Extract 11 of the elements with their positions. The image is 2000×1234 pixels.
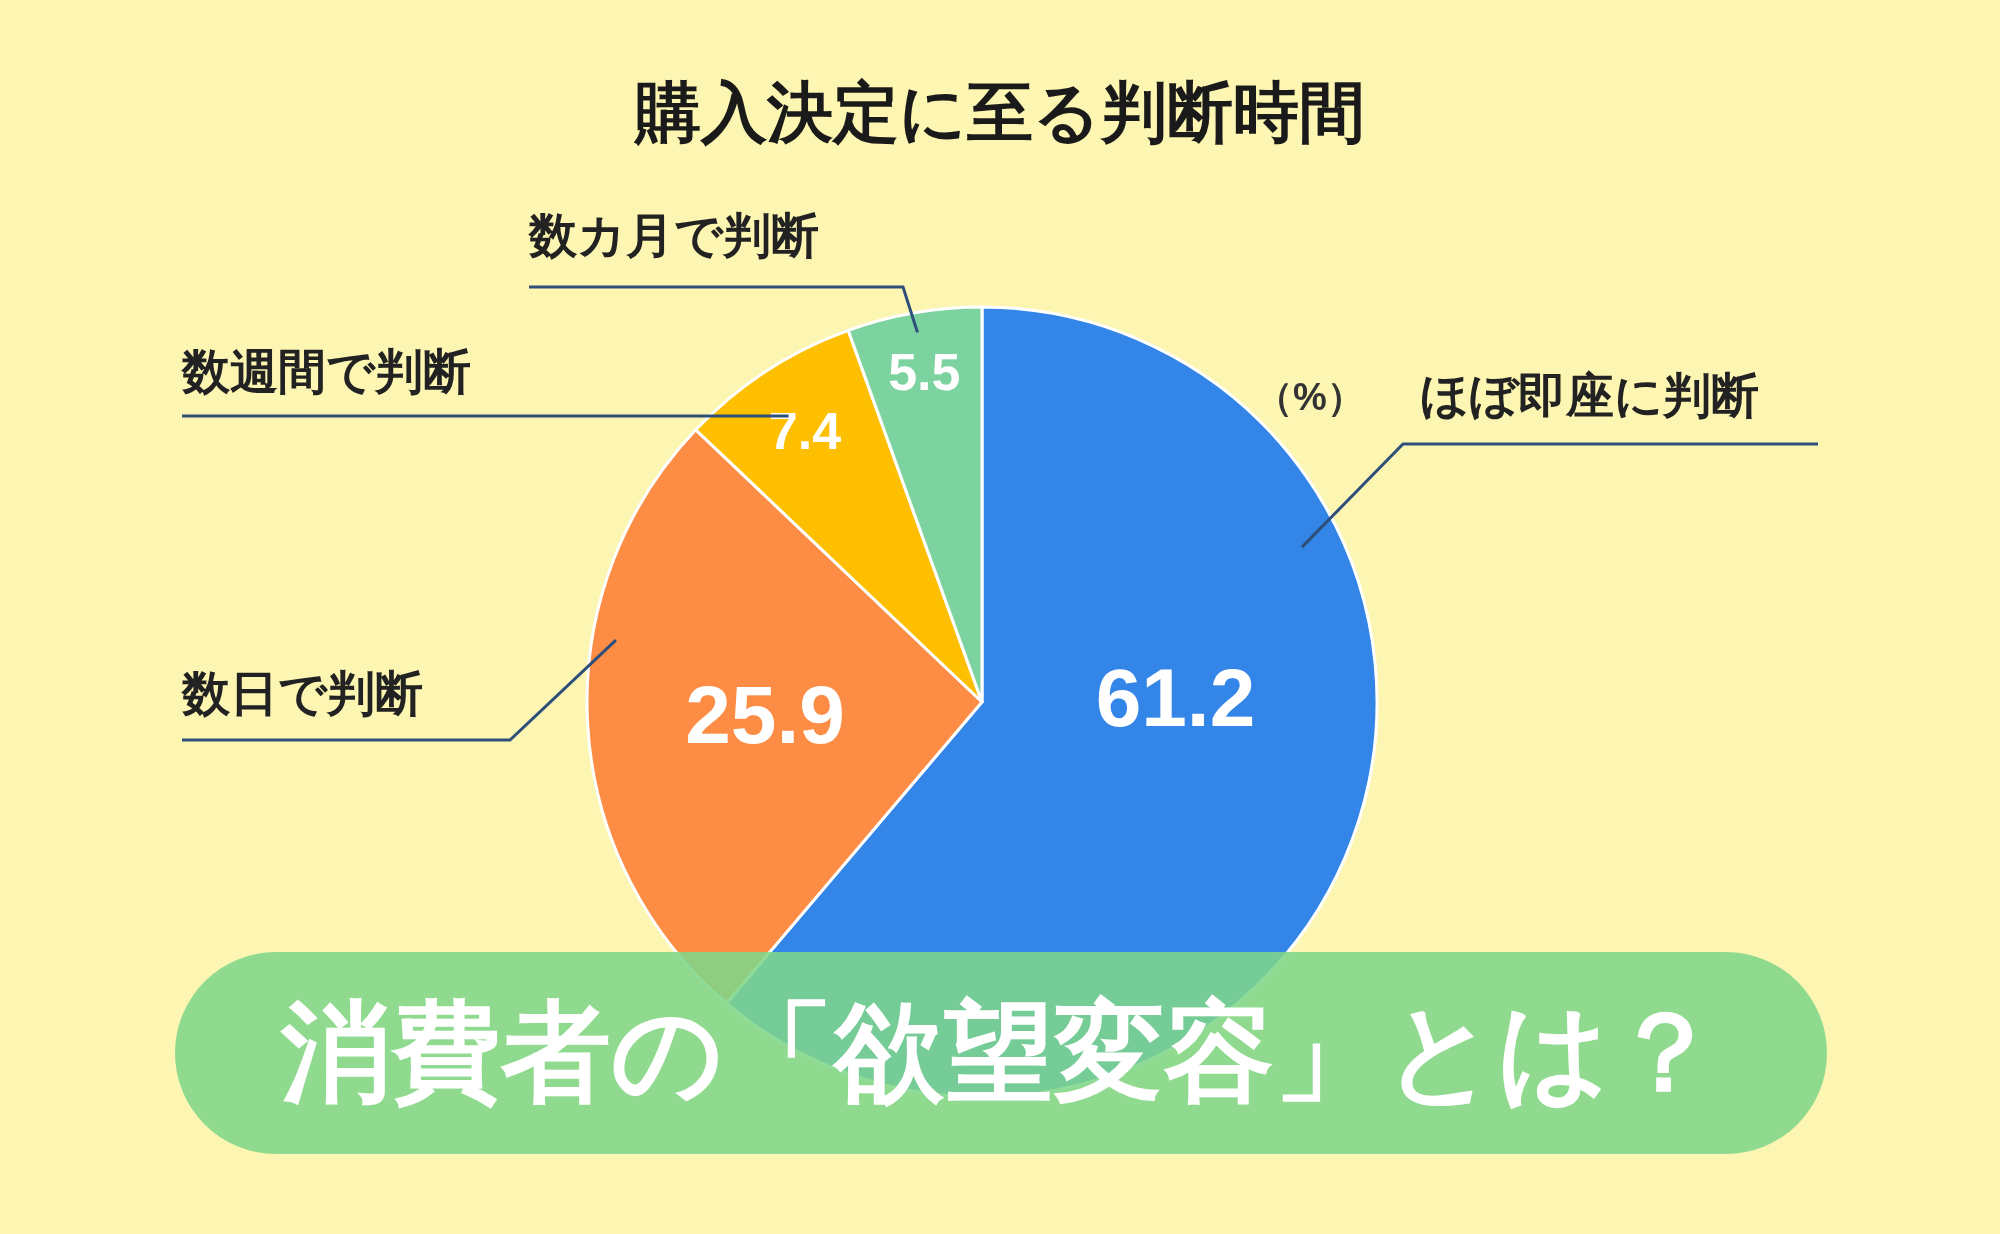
data-label: 5.5 [888, 342, 961, 401]
text: （%） [1255, 376, 1365, 418]
data-label: 25.9 [685, 669, 845, 761]
banner: 消費者の「欲望変容」とは？ [175, 952, 1827, 1154]
slice-label: 数日で判断 [181, 667, 423, 720]
data-label: 61.2 [1095, 651, 1256, 743]
slice-label: 数週間で判断 [181, 345, 471, 398]
chart-title: 購入決定に至る判断時間 [633, 75, 1365, 149]
slice-label: ほぼ即座に判断 [1420, 369, 1759, 422]
slice-label: 数カ月で判断 [528, 209, 819, 262]
data-label: 7.4 [768, 402, 842, 461]
